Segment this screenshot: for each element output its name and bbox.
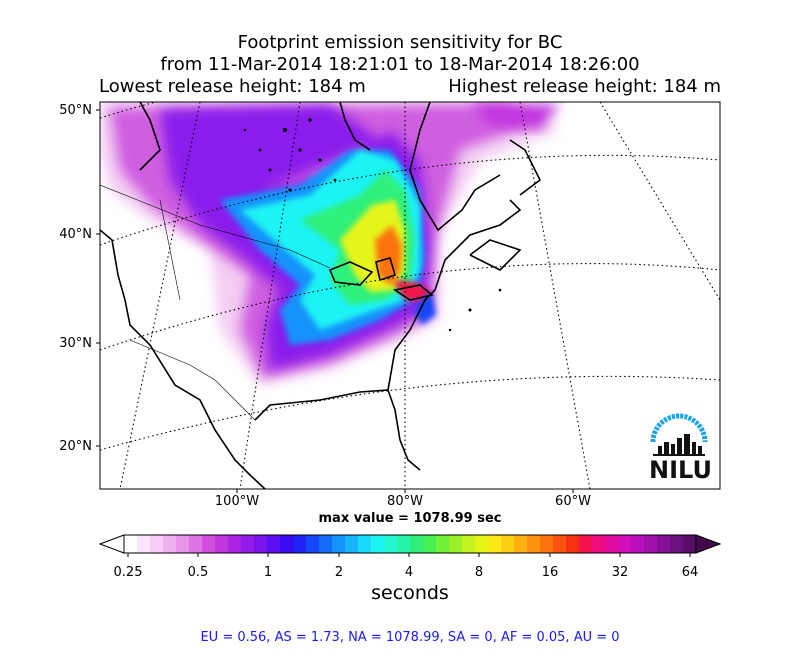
colorbar-segment <box>657 535 671 553</box>
colorbar-segment <box>397 535 411 553</box>
lakes-islands <box>243 118 502 332</box>
colorbar-tick-label: 0.25 <box>113 565 143 580</box>
colorbar-segment <box>631 535 645 553</box>
colorbar-segment <box>189 535 203 553</box>
colorbar-segment <box>280 535 294 553</box>
colorbar-segment <box>332 535 346 553</box>
colorbar-tick-label: 1 <box>263 565 273 580</box>
colorbar-max-arrow <box>695 534 722 554</box>
map-frame <box>99 101 721 490</box>
nilu-logo <box>650 413 708 456</box>
lon-label-100w: 100°W <box>214 494 260 509</box>
political-borders <box>100 184 331 421</box>
colorbar-segment <box>254 535 268 553</box>
colorbar-segment <box>150 535 164 553</box>
colorbar-segment <box>410 535 424 553</box>
colorbar-segment <box>462 535 476 553</box>
colorbar-segment <box>683 535 697 553</box>
colorbar-segment <box>475 535 489 553</box>
colorbar-frame <box>123 534 697 554</box>
colorbar-tick-label: 0.5 <box>187 565 209 580</box>
plot-title: Footprint emission sensitivity for BC <box>237 32 563 53</box>
lowest-release-height: Lowest release height: 184 m <box>99 76 366 97</box>
colorbar-segment <box>540 535 554 553</box>
region-totals: EU = 0.56, AS = 1.73, NA = 1078.99, SA =… <box>200 630 620 645</box>
colorbar-segment <box>215 535 229 553</box>
colorbar-segment <box>267 535 281 553</box>
colorbar-segment <box>358 535 372 553</box>
colorbar-segment <box>527 535 541 553</box>
colorbar-tick-label: 64 <box>681 565 699 580</box>
colorbar-segment <box>514 535 528 553</box>
colorbar-segment <box>423 535 437 553</box>
plot-time-range: from 11-Mar-2014 18:21:01 to 18-Mar-2014… <box>160 54 640 75</box>
colorbar-segment <box>124 535 138 553</box>
colorbar-tick-label: 16 <box>541 565 559 580</box>
footprint-plume <box>100 102 560 385</box>
colorbar-segment <box>241 535 255 553</box>
colorbar-segment <box>449 535 463 553</box>
colorbar-segment <box>592 535 606 553</box>
lat-label-30n: 30°N <box>59 336 92 351</box>
highest-release-height: Highest release height: 184 m <box>448 76 721 97</box>
colorbar-segment <box>566 535 580 553</box>
colorbar-segment <box>501 535 515 553</box>
colorbar-segment <box>202 535 216 553</box>
colorbar-segment <box>228 535 242 553</box>
colorbar-segment <box>137 535 151 553</box>
colorbar-segment <box>345 535 359 553</box>
colorbar-segment <box>579 535 593 553</box>
lat-label-50n: 50°N <box>59 103 92 118</box>
colorbar-segment <box>384 535 398 553</box>
max-value-label: max value = 1078.99 sec <box>318 511 502 526</box>
colorbar-segment <box>319 535 333 553</box>
colorbar-segment <box>618 535 632 553</box>
axis-ticks <box>96 109 574 493</box>
graticule <box>100 102 720 489</box>
colorbar-segment <box>176 535 190 553</box>
colorbar-tick-label: 32 <box>611 565 629 580</box>
map-area <box>100 102 720 489</box>
nilu-logo-text: NILU <box>649 456 712 484</box>
colorbar-segment <box>670 535 684 553</box>
colorbar-segment <box>371 535 385 553</box>
colorbar-segment <box>436 535 450 553</box>
coastlines <box>100 102 542 489</box>
colorbar-segment <box>163 535 177 553</box>
colorbar-units: seconds <box>371 582 449 604</box>
colorbar-segment <box>293 535 307 553</box>
lat-label-40n: 40°N <box>59 227 92 242</box>
colorbar-segment <box>553 535 567 553</box>
lon-label-80w: 80°W <box>387 494 423 509</box>
colorbar-tick-label: 4 <box>404 565 414 580</box>
colorbar-segment <box>605 535 619 553</box>
colorbar-tick-label: 2 <box>334 565 344 580</box>
colorbar-segment <box>644 535 658 553</box>
lat-label-20n: 20°N <box>59 439 92 454</box>
colorbar-min-arrow <box>98 534 125 554</box>
colorbar-segment <box>488 535 502 553</box>
colorbar-segment <box>306 535 320 553</box>
colorbar-tick-label: 8 <box>474 565 484 580</box>
colorbar <box>98 534 722 557</box>
lon-label-60w: 60°W <box>555 494 591 509</box>
